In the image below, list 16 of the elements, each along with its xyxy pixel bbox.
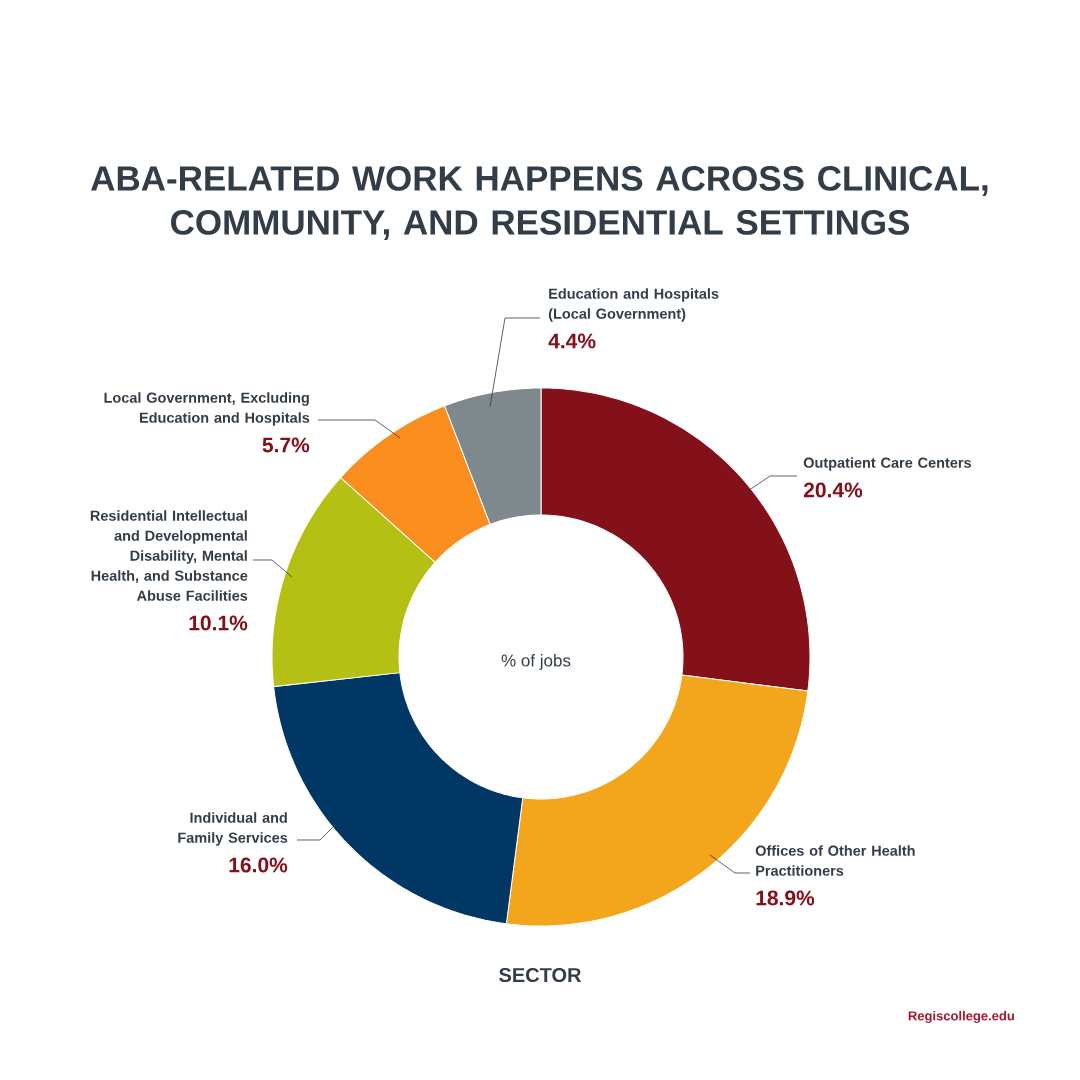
data-label: 4.4% xyxy=(548,333,596,349)
slice-label: Offices of Other Health Practitioners xyxy=(755,845,915,876)
data-label: 20.4% xyxy=(803,482,863,498)
slice-label: Individual and Family Services xyxy=(178,812,288,846)
data-label: 18.9% xyxy=(756,890,815,906)
slice-label: Residential Intellectual and Developmental Disability, Mental Health, and Substance Abuse Facilities xyxy=(90,510,248,601)
slice-label: Outpatient Care Centers xyxy=(803,457,971,471)
text: % of jobs xyxy=(501,654,571,670)
data-label: 10.1% xyxy=(189,615,248,631)
slice-label: Education and Hospitals (Local Government) xyxy=(548,288,719,322)
data-label: 16.0% xyxy=(229,857,288,873)
data-label: 5.7% xyxy=(262,437,310,453)
text: Regiscollege.edu xyxy=(908,1010,1014,1024)
slice-label: Local Government, Excluding Education and Hospitals xyxy=(104,392,310,426)
text: SECTOR xyxy=(499,967,582,983)
chart-title: ABA-RELATED WORK HAPPENS ACROSS CLINICAL, COMMUNITY, AND RESIDENTIAL SETTINGS xyxy=(91,166,988,240)
